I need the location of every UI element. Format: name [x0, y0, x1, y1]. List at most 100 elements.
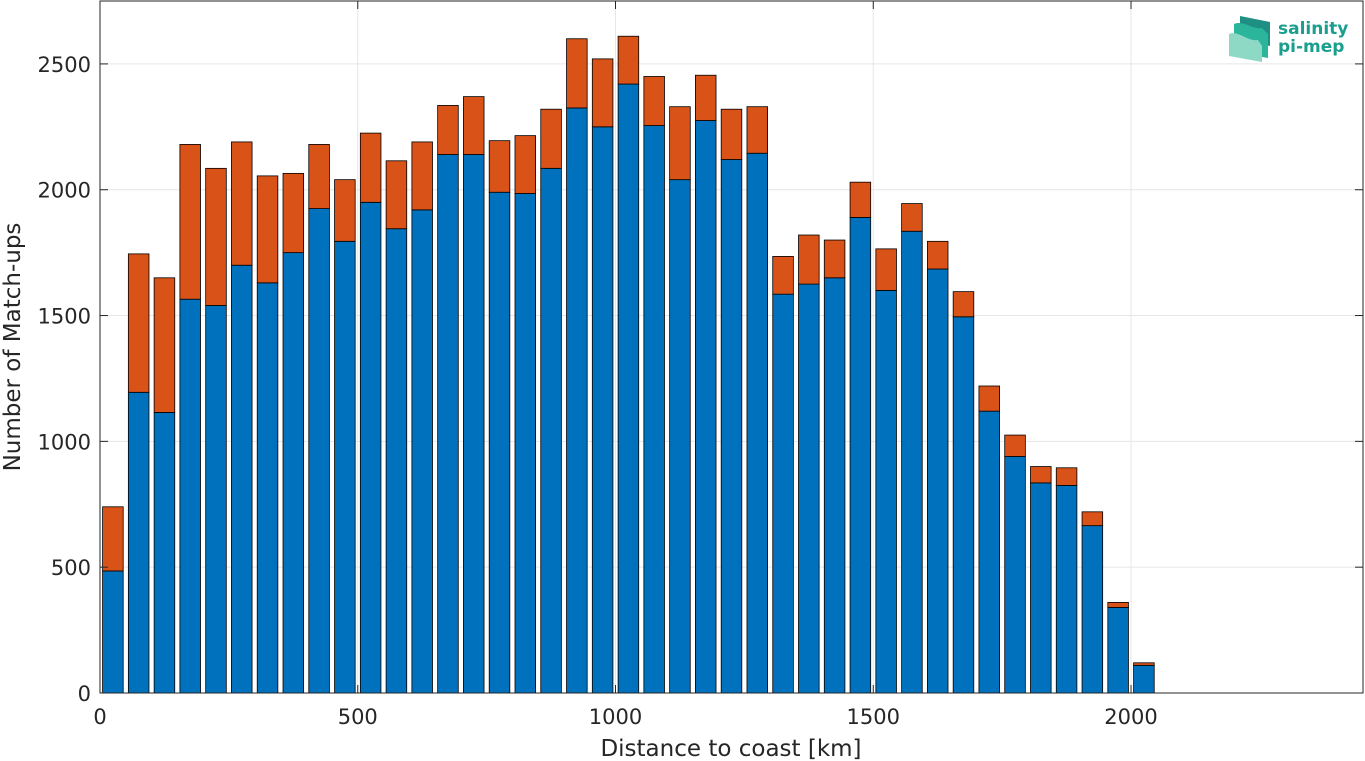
bar-segment-blue — [849, 217, 872, 694]
bar-segment-orange — [669, 106, 691, 181]
plot-frame — [99, 0, 1364, 694]
y-tick-label: 500 — [51, 556, 91, 580]
x-tick-label: 1000 — [589, 705, 642, 729]
bar-segment-orange — [1004, 434, 1026, 457]
bars — [102, 35, 1155, 694]
bar-segment-orange — [926, 240, 949, 270]
bar-segment-blue — [1107, 607, 1129, 694]
bar-segment-blue — [1081, 525, 1104, 694]
bar-segment-orange — [102, 506, 124, 572]
bar-segment-blue — [746, 152, 768, 694]
bar-segment-blue — [901, 230, 923, 694]
bar-segment-orange — [746, 106, 768, 154]
bar-segment-orange — [488, 140, 511, 193]
bar-segment-orange — [978, 385, 1000, 412]
bar-segment-blue — [282, 252, 305, 694]
x-tick-label: 0 — [93, 705, 106, 729]
bar-segment-orange — [514, 135, 537, 194]
bar-segment-blue — [1004, 456, 1026, 694]
bar-segment-blue — [488, 191, 511, 694]
bar-segment-blue — [695, 120, 717, 694]
bar-segment-orange — [411, 141, 433, 211]
x-tick-label: 1500 — [847, 705, 900, 729]
bar-segment-orange — [1055, 467, 1078, 486]
bar-segment-blue — [256, 282, 279, 694]
bar-segment-blue — [127, 391, 150, 694]
bar-segment-orange — [385, 160, 408, 230]
bar-segment-orange — [334, 179, 356, 242]
bar-segment-orange — [1081, 511, 1104, 527]
bar-segment-orange — [308, 144, 330, 209]
bar-segment-blue — [231, 264, 253, 694]
bar-segment-blue — [153, 412, 176, 694]
bar-segment-orange — [591, 58, 614, 128]
bar-segment-blue — [1055, 484, 1078, 694]
bar-segment-orange — [179, 144, 201, 300]
bar-segment-blue — [308, 208, 330, 694]
bar-segment-blue — [385, 228, 408, 694]
bar-segment-blue — [566, 107, 588, 694]
bar-segment-blue — [540, 167, 562, 694]
bar-segment-blue — [669, 179, 691, 694]
bar-segment-orange — [205, 167, 227, 306]
bar-segment-orange — [875, 248, 897, 291]
logo-text-salinity: salinity — [1278, 19, 1348, 39]
bar-segment-blue — [102, 570, 124, 694]
bar-segment-orange — [1107, 602, 1129, 608]
bar-segment-orange — [720, 108, 743, 160]
bar-segment-orange — [901, 203, 923, 232]
bar-segment-blue — [1133, 664, 1155, 694]
bar-segment-blue — [514, 193, 537, 694]
bar-segment-orange — [566, 38, 588, 109]
bar-segment-blue — [952, 316, 975, 694]
x-axis-label: Distance to coast [km] — [600, 736, 861, 761]
bar-segment-orange — [1030, 466, 1052, 484]
bar-segment-blue — [926, 268, 949, 694]
bar-segment-orange — [643, 76, 665, 126]
y-tick-label: 2500 — [38, 53, 91, 77]
y-tick-label: 1500 — [38, 305, 91, 329]
bar-segment-blue — [359, 201, 382, 694]
logo-wave-front — [1229, 33, 1262, 62]
bar-segment-blue — [798, 283, 820, 694]
y-axis-label: Number of Match-ups — [0, 223, 26, 472]
bar-segment-orange — [849, 181, 872, 218]
bar-segment-orange — [540, 108, 562, 169]
bar-segment-blue — [617, 83, 640, 694]
bar-segment-orange — [153, 277, 176, 413]
bar-segment-orange — [952, 291, 975, 318]
bar-segment-orange — [823, 239, 846, 279]
logo-text-pi-mep: pi-mep — [1278, 37, 1344, 57]
bar-segment-blue — [334, 240, 356, 694]
bar-segment-blue — [720, 159, 743, 694]
y-tick-label: 0 — [78, 682, 91, 706]
bar-segment-orange — [256, 175, 279, 284]
bar-segment-orange — [437, 105, 459, 155]
bar-segment-orange — [695, 74, 717, 121]
wave-logo-icon — [1229, 16, 1270, 62]
bar-segment-orange — [798, 234, 820, 285]
bar-segment-blue — [772, 293, 794, 694]
bar-segment-orange — [359, 132, 382, 203]
x-tick-label: 2000 — [1104, 705, 1157, 729]
bar-segment-blue — [643, 125, 665, 694]
bar-segment-blue — [205, 305, 227, 694]
bar-segment-orange — [231, 141, 253, 266]
bar-segment-orange — [617, 35, 640, 85]
tick-labels: 0 500 1000 1500 2000 0 500 1000 1500 2000 2500 — [38, 53, 1158, 729]
bar-segment-blue — [978, 410, 1000, 694]
bar-segment-orange — [772, 256, 794, 295]
bar-segment-blue — [179, 298, 201, 694]
y-tick-label: 2000 — [38, 179, 91, 203]
x-tick-label: 500 — [338, 705, 378, 729]
bar-segment-blue — [411, 209, 433, 694]
bar-segment-blue — [591, 126, 614, 694]
bar-segment-orange — [282, 172, 305, 254]
bar-segment-orange — [1133, 662, 1155, 666]
bar-segment-blue — [823, 277, 846, 694]
salinity-pi-mep-logo: salinity pi-mep — [1229, 16, 1348, 62]
bar-segment-orange — [463, 96, 485, 155]
bar-segment-blue — [463, 154, 485, 694]
bar-segment-blue — [875, 289, 897, 694]
